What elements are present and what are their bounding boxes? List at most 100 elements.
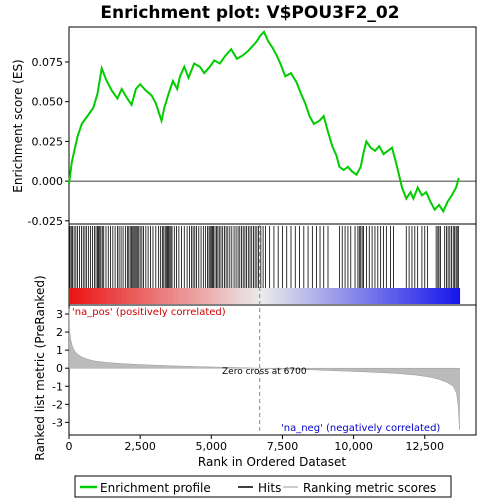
color-bar-segment bbox=[264, 288, 268, 304]
rank-y-tick-label: -1 bbox=[52, 380, 63, 393]
color-bar-segment bbox=[256, 288, 260, 304]
color-bar-segment bbox=[445, 288, 449, 304]
color-bar-segment bbox=[317, 288, 321, 304]
color-bar-segment bbox=[431, 288, 435, 304]
color-bar-segment bbox=[116, 288, 120, 304]
x-tick-label: 0 bbox=[66, 440, 73, 453]
color-bar-segment bbox=[149, 288, 154, 304]
color-bar-segment bbox=[353, 288, 357, 304]
color-bar-segment bbox=[362, 288, 366, 304]
color-bar-segment bbox=[454, 288, 458, 304]
es-y-tick-label: 0.050 bbox=[32, 96, 64, 109]
color-bar-segment bbox=[161, 288, 165, 304]
color-bar-segment bbox=[289, 288, 293, 304]
color-bar-segment bbox=[348, 288, 352, 304]
color-bar-segment bbox=[82, 288, 87, 304]
color-bar-segment bbox=[434, 288, 438, 304]
color-bar-segment bbox=[74, 288, 78, 304]
color-bar-segment bbox=[228, 288, 232, 304]
color-bar-segment bbox=[306, 288, 310, 304]
color-bar-segment bbox=[395, 288, 399, 304]
color-bar-segment bbox=[172, 288, 176, 304]
legend-hits: Hits bbox=[258, 481, 281, 495]
color-bar-segment bbox=[281, 288, 285, 304]
color-bar-segment bbox=[200, 288, 204, 304]
hits-panel bbox=[68, 223, 477, 306]
color-bar-segment bbox=[141, 288, 145, 304]
es-y-axis-label: Enrichment score (ES) bbox=[11, 59, 25, 192]
color-bar-segment bbox=[283, 288, 288, 304]
color-bar-segment bbox=[286, 288, 290, 304]
es-y-tick-label: 0.025 bbox=[32, 135, 64, 148]
correlation-color-bar bbox=[69, 288, 461, 304]
color-bar-segment bbox=[250, 288, 254, 304]
color-bar-segment bbox=[253, 288, 257, 304]
color-bar-segment bbox=[88, 288, 92, 304]
color-bar-segment bbox=[202, 288, 207, 304]
color-bar-segment bbox=[138, 288, 142, 304]
color-bar-segment bbox=[163, 288, 167, 304]
color-bar-segment bbox=[91, 288, 95, 304]
color-bar-segment bbox=[320, 288, 324, 304]
color-bar-segment bbox=[113, 288, 117, 304]
color-bar-segment bbox=[122, 288, 126, 304]
color-bar-segment bbox=[239, 288, 243, 304]
hit-lines bbox=[69, 226, 459, 288]
color-bar-segment bbox=[401, 288, 405, 304]
color-bar-segment bbox=[269, 288, 274, 304]
rank-y-tick-label: 1 bbox=[56, 344, 63, 357]
color-bar-segment bbox=[336, 288, 341, 304]
rank-y-tick-label: -3 bbox=[52, 416, 63, 429]
legend-frame bbox=[74, 475, 452, 498]
color-bar-segment bbox=[186, 288, 190, 304]
color-bar-segment bbox=[311, 288, 315, 304]
color-bar-segment bbox=[96, 288, 101, 304]
color-bar-segment bbox=[247, 288, 251, 304]
color-bar-segment bbox=[242, 288, 246, 304]
color-bar-segment bbox=[80, 288, 84, 304]
color-bar-segment bbox=[155, 288, 159, 304]
color-bar-segment bbox=[417, 288, 421, 304]
color-bar-segment bbox=[214, 288, 218, 304]
color-bar-segment bbox=[130, 288, 134, 304]
x-tick-label: 2,500 bbox=[124, 440, 156, 453]
rank-y-axis-label: Ranked list metric (PreRanked) bbox=[33, 275, 47, 460]
color-bar-segment bbox=[309, 288, 313, 304]
color-bar-segment bbox=[303, 288, 307, 304]
color-bar-segment bbox=[325, 288, 329, 304]
color-bar-segment bbox=[166, 288, 170, 304]
color-bar-segment bbox=[376, 288, 380, 304]
legend: Enrichment profile Hits Ranking metric s… bbox=[74, 475, 452, 498]
color-bar-segment bbox=[183, 288, 187, 304]
color-bar-segment bbox=[177, 288, 181, 304]
color-bar-segment bbox=[426, 288, 430, 304]
color-bar-segment bbox=[169, 288, 173, 304]
color-bar-segment bbox=[105, 288, 109, 304]
color-bar-segment bbox=[233, 288, 237, 304]
color-bar-segment bbox=[261, 288, 265, 304]
color-bar-segment bbox=[94, 288, 98, 304]
x-tick-label: 12,500 bbox=[406, 440, 445, 453]
color-bar-segment bbox=[278, 288, 282, 304]
es-y-tick-label: 0.075 bbox=[32, 56, 64, 69]
color-bar-segment bbox=[448, 288, 452, 304]
color-bar-segment bbox=[211, 288, 215, 304]
color-bar-segment bbox=[208, 288, 212, 304]
color-bar-segment bbox=[272, 288, 276, 304]
es-y-axis: -0.025 0.000 0.025 0.050 0.075 bbox=[28, 56, 69, 228]
color-bar-segment bbox=[69, 288, 73, 304]
color-bar-segment bbox=[331, 288, 335, 304]
color-bar-segment bbox=[222, 288, 226, 304]
rank-metric-panel: -3 -2 -1 0 1 2 3 'na_pos' (positively correlat… bbox=[33, 224, 477, 469]
color-bar-segment bbox=[420, 288, 424, 304]
color-bar-segment bbox=[323, 288, 327, 304]
color-bar-segment bbox=[451, 288, 455, 304]
color-bar-segment bbox=[205, 288, 209, 304]
color-bar-segment bbox=[456, 288, 461, 304]
es-y-tick-label: -0.025 bbox=[28, 215, 63, 228]
color-bar-segment bbox=[398, 288, 402, 304]
color-bar-segment bbox=[415, 288, 419, 304]
color-bar-segment bbox=[406, 288, 410, 304]
rank-y-tick-label: 0 bbox=[56, 362, 63, 375]
